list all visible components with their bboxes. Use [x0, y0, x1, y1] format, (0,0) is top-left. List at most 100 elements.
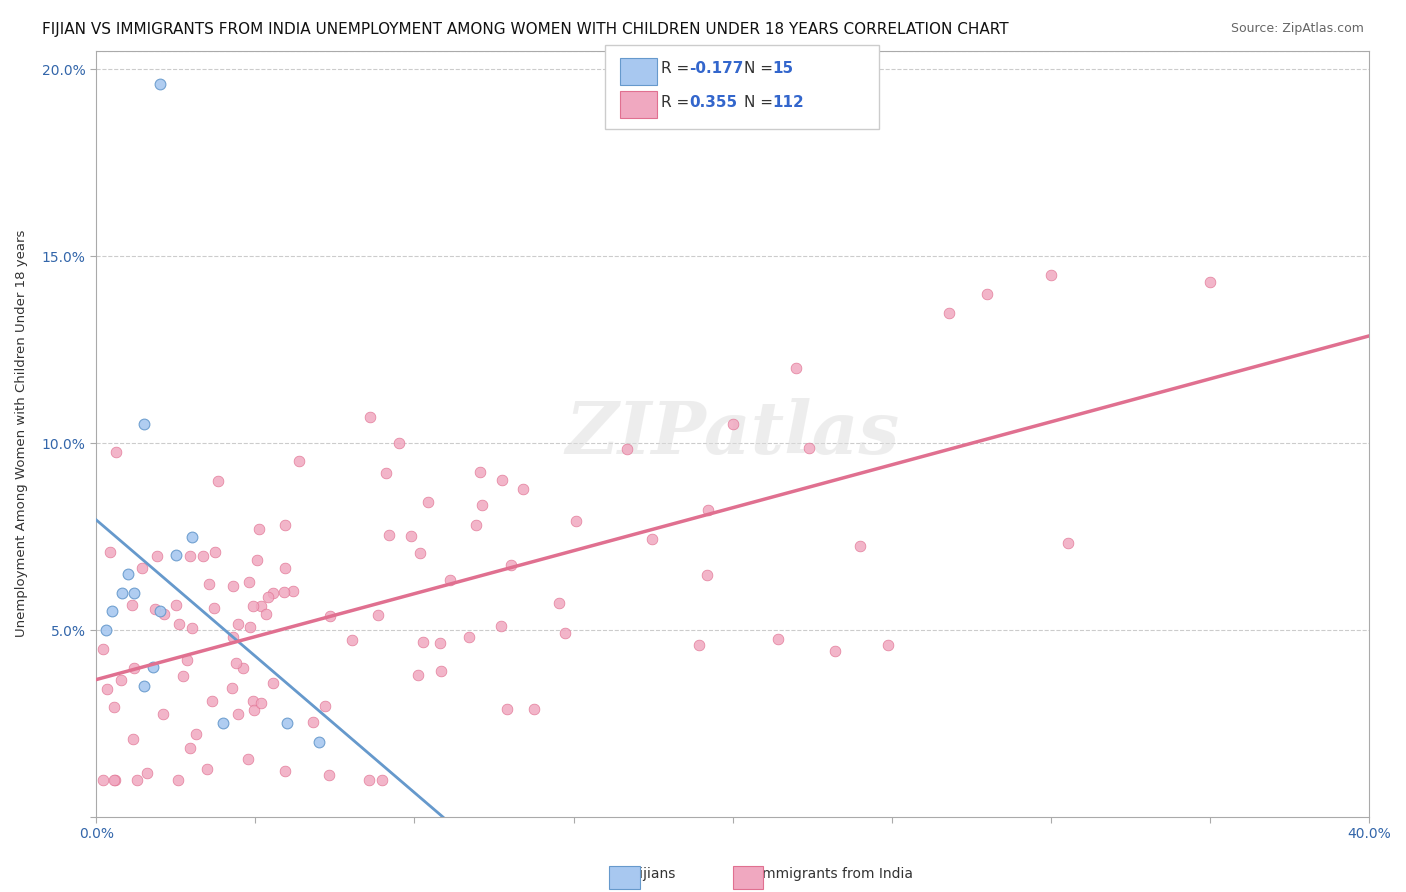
Point	[149, 604, 172, 618]
Point	[499, 558, 522, 573]
Point	[308, 735, 330, 749]
Text: 112: 112	[772, 95, 804, 110]
Point	[152, 706, 174, 721]
Point	[179, 549, 201, 563]
Point	[105, 445, 128, 459]
Point	[641, 532, 664, 546]
Point	[388, 436, 411, 450]
Point	[204, 545, 226, 559]
Point	[377, 527, 399, 541]
Point	[179, 740, 201, 755]
Point	[221, 681, 243, 696]
Point	[314, 698, 336, 713]
Point	[197, 577, 219, 591]
Point	[976, 286, 998, 301]
Point	[254, 607, 277, 621]
Text: N =: N =	[744, 62, 778, 76]
Point	[225, 657, 247, 671]
Point	[273, 584, 295, 599]
Point	[103, 699, 125, 714]
Point	[430, 664, 453, 678]
Point	[117, 566, 139, 581]
Point	[274, 518, 297, 533]
Point	[495, 701, 517, 715]
Point	[124, 585, 146, 599]
Point	[416, 495, 439, 509]
Point	[172, 669, 194, 683]
Point	[785, 361, 807, 376]
Point	[246, 553, 269, 567]
Point	[457, 630, 479, 644]
Point	[103, 772, 125, 787]
Text: 15: 15	[772, 62, 793, 76]
Point	[221, 579, 243, 593]
Point	[357, 772, 380, 787]
Point	[242, 694, 264, 708]
Point	[181, 620, 204, 634]
Point	[195, 762, 218, 776]
Text: Source: ZipAtlas.com: Source: ZipAtlas.com	[1230, 22, 1364, 36]
Point	[319, 609, 342, 624]
Point	[412, 635, 434, 649]
Point	[439, 574, 461, 588]
Point	[766, 632, 789, 646]
Point	[429, 636, 451, 650]
Point	[408, 546, 430, 560]
Point	[184, 727, 207, 741]
Point	[359, 409, 381, 424]
Point	[146, 549, 169, 563]
Point	[512, 483, 534, 497]
Point	[132, 679, 155, 693]
Point	[121, 599, 143, 613]
Point	[101, 604, 124, 618]
Point	[238, 575, 260, 590]
Text: 0.355: 0.355	[689, 95, 737, 110]
Point	[468, 466, 491, 480]
Point	[131, 561, 153, 575]
Point	[121, 731, 143, 746]
Point	[221, 630, 243, 644]
Point	[98, 545, 121, 559]
Point	[250, 599, 273, 613]
Point	[176, 653, 198, 667]
Point	[104, 772, 127, 787]
Point	[247, 522, 270, 536]
Point	[367, 607, 389, 622]
Point	[697, 503, 720, 517]
Point	[249, 696, 271, 710]
Text: ZIPatlas: ZIPatlas	[565, 399, 900, 469]
Point	[342, 632, 364, 647]
Point	[824, 644, 846, 658]
Point	[135, 765, 157, 780]
Point	[153, 607, 176, 622]
Point	[548, 596, 571, 610]
Point	[616, 442, 638, 456]
Point	[301, 715, 323, 730]
Point	[149, 78, 172, 92]
Point	[122, 661, 145, 675]
Point	[696, 567, 718, 582]
Point	[236, 752, 259, 766]
Point	[406, 668, 429, 682]
Point	[165, 598, 187, 612]
Point	[464, 518, 486, 533]
Point	[243, 703, 266, 717]
Point	[565, 514, 588, 528]
Text: R =: R =	[661, 95, 695, 110]
Point	[877, 638, 900, 652]
Point	[491, 474, 513, 488]
Point	[167, 617, 190, 632]
Point	[938, 306, 960, 320]
Point	[239, 620, 262, 634]
Point	[273, 764, 295, 778]
Point	[226, 707, 249, 722]
Point	[491, 619, 513, 633]
Point	[91, 772, 114, 787]
Point	[262, 676, 284, 690]
Point	[688, 638, 710, 652]
Point	[374, 466, 396, 480]
Point	[523, 702, 546, 716]
Point	[274, 561, 297, 575]
Point	[318, 768, 340, 782]
Point	[132, 417, 155, 432]
